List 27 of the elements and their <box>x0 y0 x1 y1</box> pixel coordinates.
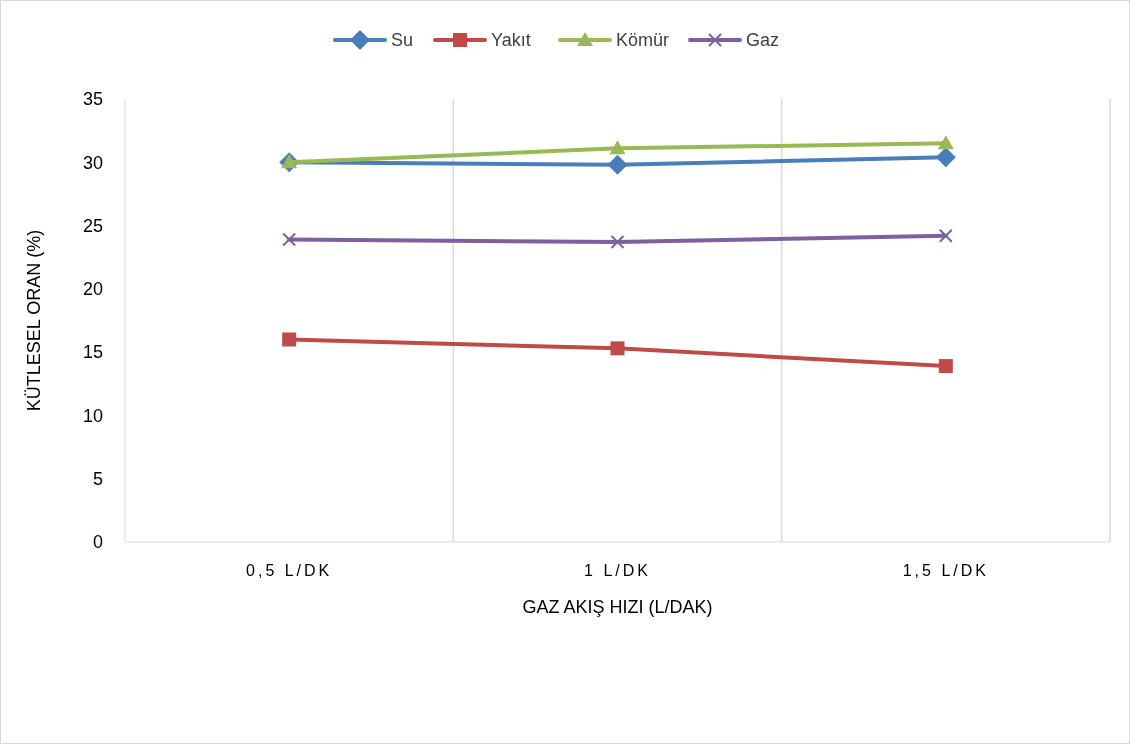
x-tick-label: 1,5 L/DK <box>902 562 989 579</box>
point <box>938 359 953 374</box>
y-axis-title: KÜTLESEL ORAN (%) <box>24 229 44 412</box>
x-axis-title: GAZ AKIŞ HIZI (L/DAK) <box>522 597 713 617</box>
point <box>937 135 954 150</box>
y-tick-label: 35 <box>82 89 103 110</box>
x-tick-label: 0,5 L/DK <box>246 562 333 579</box>
y-tick-label: 25 <box>82 215 103 236</box>
point <box>935 147 956 168</box>
y-tick-label: 10 <box>82 405 103 426</box>
y-tick-label: 15 <box>82 342 103 363</box>
point <box>609 140 626 155</box>
y-tick-label: 30 <box>82 152 103 173</box>
y-tick-label: 5 <box>92 469 103 490</box>
legend-label: Su <box>391 30 414 51</box>
y-tick-label: 20 <box>82 279 103 300</box>
point <box>282 232 297 247</box>
x-tick-label: 1 L/DK <box>584 562 651 579</box>
point <box>607 154 628 175</box>
legend-label: Kömür <box>616 30 670 51</box>
legend-label: Gaz <box>746 30 780 51</box>
point <box>610 341 625 356</box>
point <box>282 332 297 347</box>
legend-label: Yakıt <box>491 30 531 51</box>
point <box>938 228 953 243</box>
y-tick-label: 0 <box>92 532 103 553</box>
point <box>610 235 625 250</box>
